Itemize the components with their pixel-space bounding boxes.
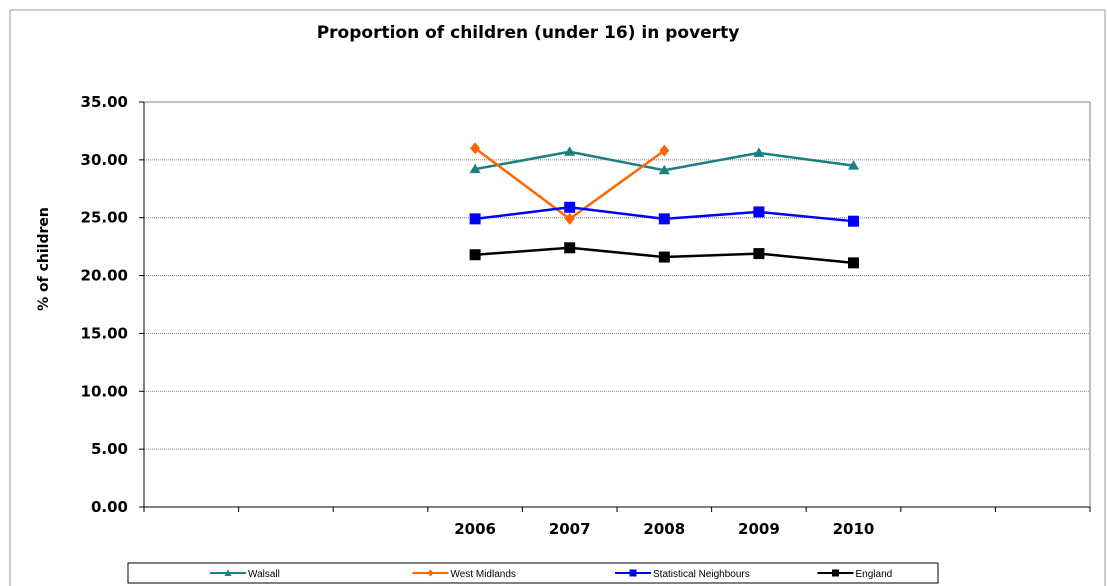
y-tick-label: 10.00 [81, 382, 128, 400]
y-tick-label: 5.00 [91, 440, 128, 458]
x-tick-label: 2006 [454, 520, 496, 538]
legend-label: Statistical Neighbours [653, 569, 750, 580]
y-tick-label: 20.00 [81, 267, 128, 285]
legend-label: West Midlands [451, 569, 516, 580]
chart-frame [9, 9, 1106, 586]
y-tick-label: 25.00 [81, 209, 128, 227]
x-tick-label: 2008 [643, 520, 685, 538]
data-point [753, 147, 765, 157]
legend-label: England [856, 569, 893, 580]
data-point [753, 206, 765, 218]
data-point [469, 163, 481, 174]
data-point [564, 212, 575, 225]
data-point [659, 144, 670, 157]
x-tick-label: 2010 [833, 520, 875, 538]
y-axis-label: % of children [36, 207, 52, 311]
data-point [469, 213, 481, 225]
legend-label: Walsall [248, 569, 280, 580]
y-tick-label: 15.00 [81, 324, 128, 342]
data-point [658, 164, 670, 175]
data-point [753, 248, 765, 260]
y-tick-label: 30.00 [81, 151, 128, 169]
data-point [848, 160, 859, 170]
chart-title: Proportion of children (under 16) in pov… [317, 23, 740, 43]
data-point [469, 249, 481, 261]
legend-marker [224, 569, 232, 576]
y-tick-label: 0.00 [91, 498, 128, 516]
data-point [564, 146, 576, 156]
gridlines [144, 159, 1090, 450]
axes: 0.00 5.00 10.00 15.00 20.00 25.00 30.00 35.00 20… [81, 93, 1091, 538]
data-point [848, 257, 859, 269]
data-point [658, 251, 670, 263]
legend-box [127, 562, 939, 584]
y-tick-label: 35.00 [81, 93, 128, 111]
legend-marker [629, 569, 637, 577]
x-tick-label: 2007 [549, 520, 591, 538]
series-lines [469, 142, 859, 269]
plot-area [143, 101, 1091, 508]
data-point [470, 142, 481, 155]
legend: Walsall West Midlands Statistical Neighbou… [127, 562, 939, 584]
data-point [564, 242, 576, 254]
data-point [658, 213, 670, 225]
legend-marker [427, 569, 434, 577]
x-tick-label: 2009 [738, 520, 780, 538]
data-point [848, 215, 859, 227]
legend-marker [832, 569, 839, 577]
data-point [564, 201, 576, 213]
